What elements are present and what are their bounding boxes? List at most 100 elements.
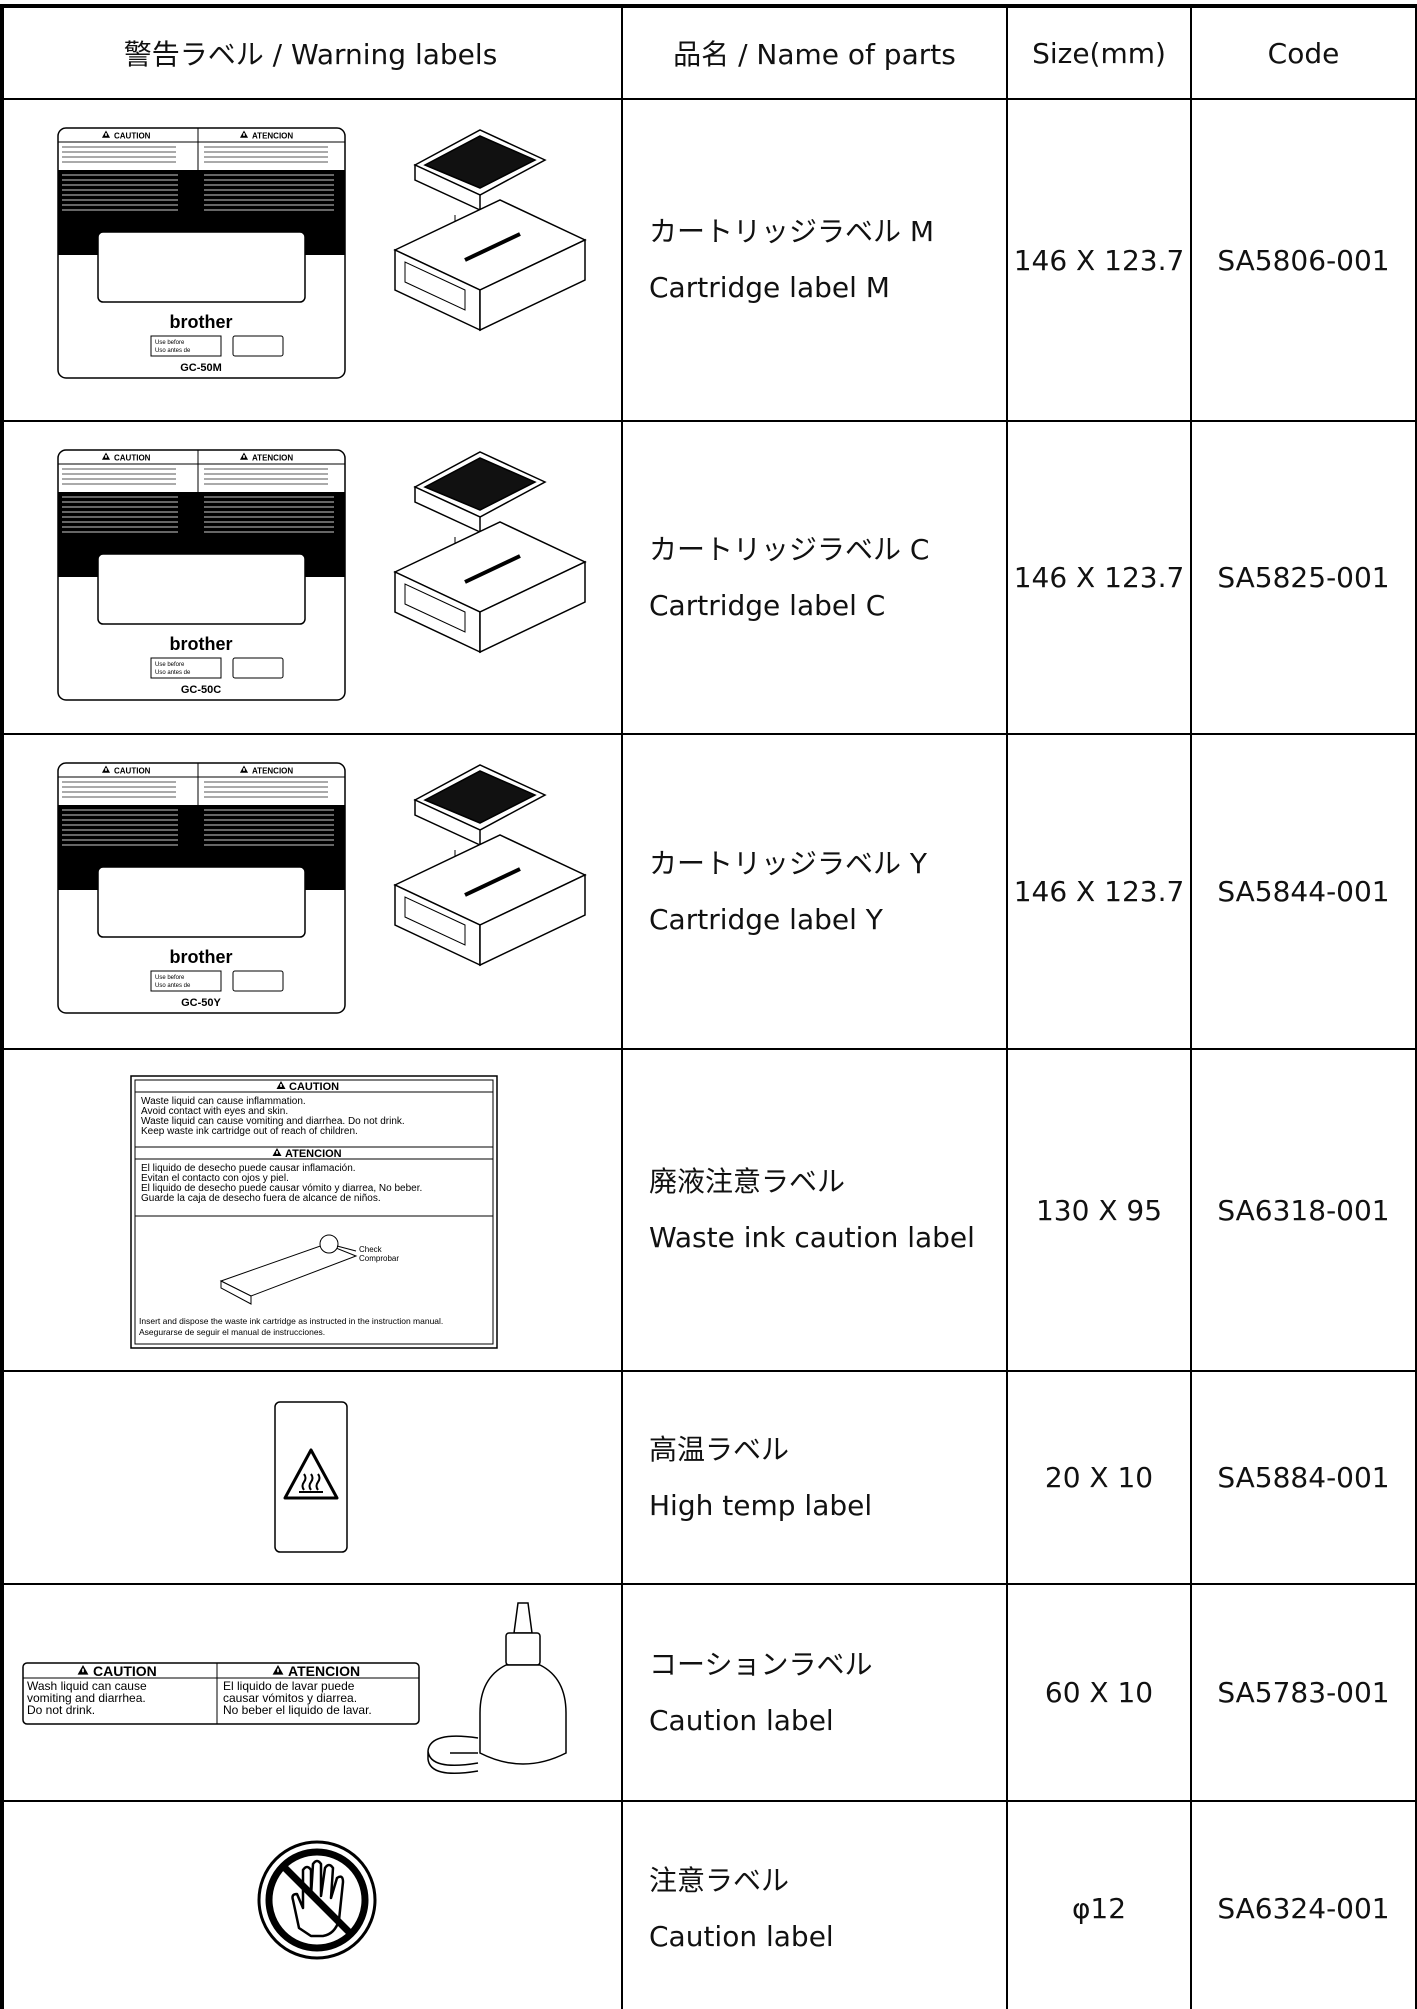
code-cell: SA6324-001 [1192, 1802, 1417, 2009]
name-en: Caution label [649, 1919, 834, 1953]
cartridge-illustration [393, 764, 587, 967]
body [479, 1664, 567, 1765]
use-before-es: Uso antes de [155, 670, 191, 676]
label-illustration: CAUTION ATENCION brother Use before Uso ante… [57, 127, 587, 379]
size-cell: 60 X 10 [1008, 1585, 1192, 1802]
label-cell [0, 1802, 623, 2009]
name-en: Waste ink caution label [649, 1221, 975, 1254]
cap [505, 1632, 541, 1666]
use-before-es: Uso antes de [155, 348, 191, 354]
caution-text: vomiting and diarrhea. [27, 1691, 146, 1705]
warning-icon-mark [105, 455, 107, 458]
cap-stripe [423, 770, 537, 824]
warning-icon-mark [277, 1668, 279, 1673]
window [404, 583, 466, 633]
header-cell: 警告ラベル / Warning labels [0, 8, 623, 100]
size-cell: 146 X 123.7 [1008, 735, 1192, 1050]
name-ja: 注意ラベル [649, 1863, 790, 1897]
atencion-text: El liquido de desecho puede causar infla… [141, 1163, 356, 1174]
code-cell: SA5783-001 [1192, 1585, 1417, 1802]
high-temp-label [274, 1401, 348, 1553]
label-cell: CAUTION ATENCION brother Use before Uso ante… [0, 422, 623, 735]
nozzle [513, 1602, 533, 1634]
atencion-heading: ATENCION [252, 132, 293, 141]
size-cell: 146 X 123.7 [1008, 100, 1192, 422]
label-illustration: CAUTION ATENCION Wash liquid can causevomi… [22, 1602, 567, 1774]
size-cell: φ12 [1008, 1802, 1192, 2009]
code-cell: SA5884-001 [1192, 1372, 1417, 1585]
date-box [150, 970, 222, 992]
header-cell: 品名 / Name of parts [623, 8, 1008, 100]
label-illustration [274, 1401, 348, 1553]
model: GC-50Y [181, 997, 221, 1009]
model: GC-50M [180, 362, 222, 374]
label-outline [130, 1075, 498, 1349]
ring [265, 1848, 369, 1952]
label-illustration: CAUTION ATENCION brother Use before Uso ante… [57, 762, 587, 1014]
check-mark [319, 1234, 339, 1254]
atencion-heading: ATENCION [288, 1663, 360, 1679]
caution-text: Keep waste ink cartridge out of reach of… [141, 1126, 358, 1137]
warning-icon-mark [82, 1668, 84, 1673]
name-en: Cartridge label M [649, 271, 890, 304]
warning-icon-mark [243, 768, 245, 771]
atencion-text: causar vómitos y diarrea. [223, 1691, 357, 1705]
label-window [97, 231, 306, 303]
name-cell: 注意ラベル Caution label [623, 1802, 1008, 2009]
warning-icon-mark [243, 133, 245, 136]
brand: brother [170, 312, 233, 332]
caution-text: Waste liquid can cause vomiting and diar… [141, 1116, 405, 1127]
code-cell: SA5825-001 [1192, 422, 1417, 735]
no-touch-label [257, 1840, 377, 1960]
table-border-left [0, 4, 4, 2009]
name-ja: 高温ラベル [649, 1432, 790, 1466]
code-cell: SA5844-001 [1192, 735, 1417, 1050]
label-cell: CAUTION ATENCION brother Use before Uso ante… [0, 735, 623, 1050]
cartridge-illustration [393, 451, 587, 654]
slot [464, 232, 521, 262]
date-box [150, 335, 222, 357]
size-cell: 20 X 10 [1008, 1372, 1192, 1585]
cartridge-label: CAUTION ATENCION brother Use before Uso ante… [57, 127, 346, 379]
cap-stripe [423, 135, 537, 189]
waste-label: CAUTION Waste liquid can cause inflammati… [130, 1075, 498, 1349]
use-before: Use before [155, 975, 185, 981]
check-es: Comprobar [359, 1254, 399, 1263]
label-window [97, 866, 306, 938]
name-ja: 廃液注意ラベル [649, 1165, 846, 1198]
name-en: Cartridge label C [649, 588, 886, 622]
name-ja: コーションラベル [649, 1647, 873, 1681]
caution-heading: CAUTION [93, 1663, 157, 1679]
name-cell: 廃液注意ラベル Waste ink caution label [623, 1050, 1008, 1372]
atencion-heading: ATENCION [252, 454, 293, 463]
label-cell: CAUTION ATENCION brother Use before Uso ante… [0, 100, 623, 422]
window [404, 896, 466, 946]
name-cell: カートリッジラベル Y Cartridge label Y [623, 735, 1008, 1050]
brand: brother [170, 634, 233, 654]
code-cell: SA6318-001 [1192, 1050, 1417, 1372]
name-ja: カートリッジラベル C [649, 532, 930, 566]
warning-icon-mark [276, 1151, 278, 1154]
name-en: Caution label [649, 1703, 834, 1737]
atencion-heading: ATENCION [252, 767, 293, 776]
heat-waves [299, 1473, 323, 1493]
caution-heading: CAUTION [114, 767, 151, 776]
tray-side [220, 1280, 252, 1305]
warning-icon-mark [105, 768, 107, 771]
header-cell: Size(mm) [1008, 8, 1192, 100]
cartridge-label: CAUTION ATENCION brother Use before Uso ante… [57, 762, 346, 1014]
date-box [232, 657, 284, 679]
brand: brother [170, 947, 233, 967]
name-cell: 高温ラベル High temp label [623, 1372, 1008, 1585]
size-cell: 146 X 123.7 [1008, 422, 1192, 735]
check: Check [359, 1245, 383, 1254]
slot [464, 867, 521, 897]
name-cell: コーションラベル Caution label [623, 1585, 1008, 1802]
atencion-text: Evitan el contacto con ojos y piel. [141, 1173, 289, 1184]
warning-icon-mark [105, 133, 107, 136]
label-illustration [257, 1840, 377, 1960]
window [404, 261, 466, 311]
warning-icon-mark [243, 455, 245, 458]
cap-stripe [423, 457, 537, 511]
